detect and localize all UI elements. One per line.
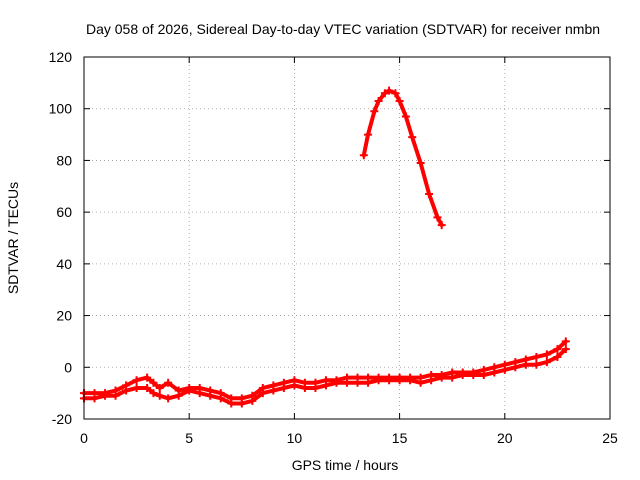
series-2 xyxy=(359,86,446,230)
data-point xyxy=(391,89,400,98)
data-point xyxy=(269,386,278,395)
y-axis-label: SDTVAR / TECUs xyxy=(5,182,21,294)
data-point xyxy=(427,376,436,385)
data-point xyxy=(433,213,442,222)
y-tick-labels: -20 0 20 40 60 80 100 120 xyxy=(49,49,73,427)
x-tick-label: 15 xyxy=(392,430,408,446)
data-point xyxy=(185,386,194,395)
data-point xyxy=(542,358,551,367)
data-point xyxy=(561,345,570,354)
y-tick-label: 20 xyxy=(56,308,72,324)
data-point xyxy=(332,378,341,387)
data-point xyxy=(132,376,141,385)
data-point xyxy=(155,391,164,400)
data-point xyxy=(511,363,520,372)
data-point xyxy=(364,130,373,139)
data-point xyxy=(132,383,141,392)
data-point xyxy=(408,133,417,142)
x-axis-label: GPS time / hours xyxy=(292,457,399,473)
x-tick-label: 5 xyxy=(185,430,193,446)
data-point xyxy=(164,378,173,387)
data-point xyxy=(479,371,488,380)
data-point xyxy=(321,381,330,390)
chart-title: Day 058 of 2026, Sidereal Day-to-day VTE… xyxy=(86,21,600,37)
y-tick-label: 40 xyxy=(56,256,72,272)
y-tick-label: 80 xyxy=(56,152,72,168)
data-point xyxy=(532,360,541,369)
series-1 xyxy=(80,345,570,408)
data-point xyxy=(370,107,379,116)
data-point xyxy=(395,96,404,105)
data-point xyxy=(401,112,410,121)
data-point xyxy=(532,352,541,361)
y-tick-label: -20 xyxy=(52,411,72,427)
data-point xyxy=(490,368,499,377)
y-tick-label: 120 xyxy=(49,49,73,65)
plot-frame xyxy=(83,56,611,420)
data-point xyxy=(164,394,173,403)
data-point xyxy=(437,221,446,230)
data-layer xyxy=(80,86,570,408)
data-point xyxy=(311,383,320,392)
data-point xyxy=(216,394,225,403)
x-tick-label: 10 xyxy=(287,430,303,446)
x-tick-label: 20 xyxy=(497,430,513,446)
data-point xyxy=(406,376,415,385)
x-tick-label: 25 xyxy=(602,430,618,446)
data-point xyxy=(206,391,215,400)
axis-ticks xyxy=(83,56,611,420)
data-point xyxy=(395,376,404,385)
data-point xyxy=(425,190,434,199)
data-point xyxy=(155,383,164,392)
data-point xyxy=(458,371,467,380)
data-point xyxy=(258,389,267,398)
data-point xyxy=(553,352,562,361)
data-point xyxy=(374,96,383,105)
grid-lines xyxy=(84,57,610,419)
data-point xyxy=(437,373,446,382)
data-point xyxy=(500,365,509,374)
data-point xyxy=(521,360,530,369)
data-point xyxy=(385,376,394,385)
data-point xyxy=(122,386,131,395)
data-point xyxy=(290,381,299,390)
data-point xyxy=(90,394,99,403)
y-tick-label: 60 xyxy=(56,204,72,220)
data-point xyxy=(237,399,246,408)
data-point xyxy=(359,151,368,160)
y-tick-label: 0 xyxy=(64,359,72,375)
data-point xyxy=(469,371,478,380)
data-point xyxy=(353,378,362,387)
data-point xyxy=(279,383,288,392)
data-point xyxy=(143,383,152,392)
data-point xyxy=(143,373,152,382)
data-point xyxy=(343,378,351,387)
x-tick-label: 0 xyxy=(80,430,88,446)
data-point xyxy=(416,378,425,387)
data-point xyxy=(227,399,236,408)
data-point xyxy=(248,396,257,405)
data-point xyxy=(448,373,457,382)
data-point xyxy=(149,389,158,398)
data-point xyxy=(111,391,120,400)
data-point xyxy=(300,383,309,392)
data-point xyxy=(385,86,394,95)
data-point xyxy=(416,159,425,168)
data-point xyxy=(542,350,551,359)
x-tick-labels: 0 5 10 15 20 25 xyxy=(80,430,618,446)
data-point xyxy=(149,378,158,387)
data-point xyxy=(364,378,373,387)
data-point xyxy=(374,376,383,385)
data-point xyxy=(553,345,562,354)
data-point xyxy=(561,337,570,346)
data-point xyxy=(195,389,204,398)
y-tick-label: 100 xyxy=(49,101,73,117)
data-point xyxy=(380,89,389,98)
data-point xyxy=(101,391,110,400)
data-point xyxy=(174,391,183,400)
